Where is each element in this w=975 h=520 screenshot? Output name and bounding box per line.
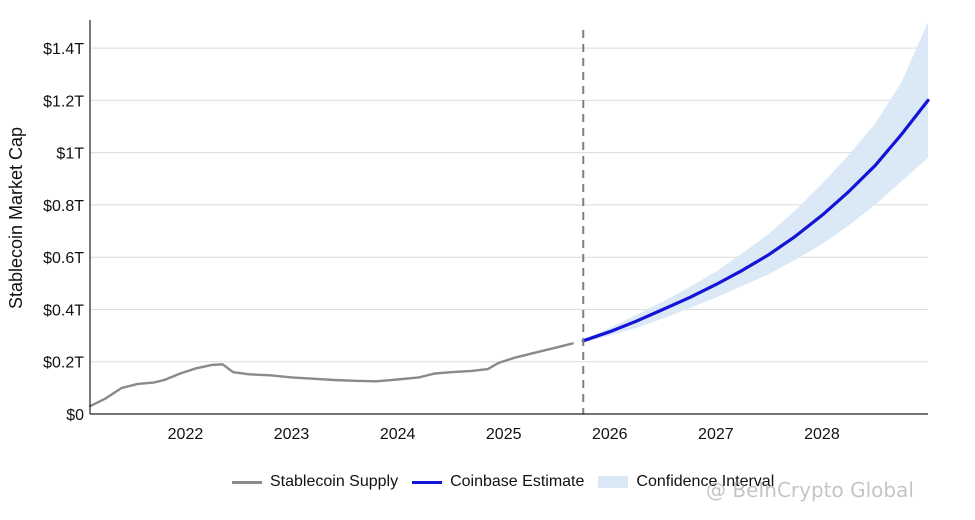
gridlines <box>90 47 928 363</box>
x-tick-labels: 2022 2023 2024 2025 2026 2027 2028 <box>168 426 840 443</box>
legend-label-estimate: Coinbase Estimate <box>450 473 585 490</box>
y-tick-label-7: $1.4T <box>43 41 84 58</box>
series-line-supply <box>88 342 574 408</box>
y-tick-label-4: $0.8T <box>43 198 84 215</box>
legend-swatch-estimate <box>412 480 443 484</box>
x-tick-label-2: 2024 <box>380 426 416 443</box>
series-line-estimate <box>581 98 930 343</box>
y-tick-label-6: $1.2T <box>43 93 84 110</box>
y-tick-labels: $0 $0.2T $0.4T $0.6T $0.8T $1T $1.2T $1.4T <box>43 41 84 424</box>
axes-group <box>89 20 928 415</box>
y-tick-label-0: $0 <box>66 407 84 424</box>
y-tick-label-5: $1T <box>56 146 84 163</box>
legend-item-ci: Confidence Interval <box>598 473 774 491</box>
series-group <box>88 98 930 408</box>
y-tick-label-2: $0.4T <box>43 302 84 319</box>
x-tick-label-4: 2026 <box>592 426 628 443</box>
legend-swatch-supply <box>232 480 262 484</box>
legend-item-estimate: Coinbase Estimate <box>412 473 584 491</box>
y-tick-label-3: $0.6T <box>43 250 84 267</box>
confidence-band-group <box>583 22 928 343</box>
legend-item-supply: Stablecoin Supply <box>232 473 398 491</box>
x-tick-label-3: 2025 <box>486 426 522 443</box>
legend-label-supply: Stablecoin Supply <box>270 473 399 490</box>
y-axis-label: Stablecoin Market Cap <box>6 127 26 309</box>
x-tick-label-0: 2022 <box>168 426 204 443</box>
legend-label-ci: Confidence Interval <box>636 473 775 490</box>
legend: Stablecoin Supply Coinbase Estimate Conf… <box>232 470 788 494</box>
y-tick-label-1: $0.2T <box>43 355 84 372</box>
x-tick-label-1: 2023 <box>274 426 310 443</box>
confidence-band <box>583 22 928 343</box>
watermark: @ BeInCrypto Global <box>706 478 914 502</box>
x-tick-label-5: 2027 <box>698 426 734 443</box>
legend-swatch-ci <box>598 476 629 488</box>
x-tick-label-6: 2028 <box>804 426 840 443</box>
